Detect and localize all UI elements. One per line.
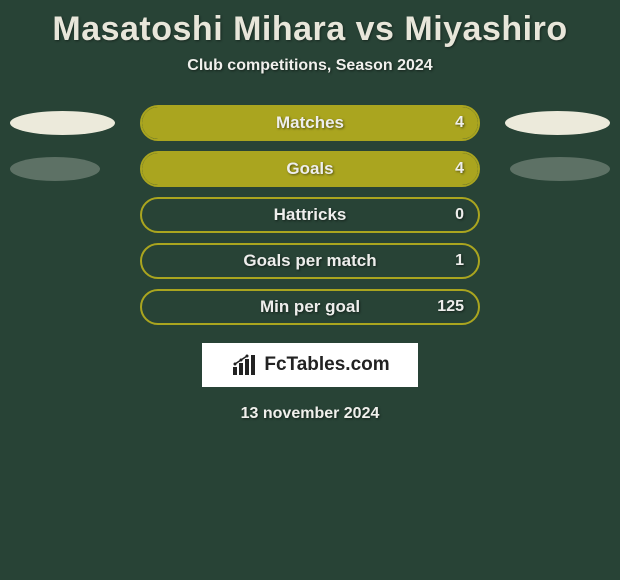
stat-label: Goals — [286, 159, 333, 179]
player-left-oval — [10, 157, 100, 181]
stat-value: 0 — [455, 206, 464, 224]
stat-value: 4 — [455, 160, 464, 178]
stat-bar: Goals 4 — [140, 151, 480, 187]
date-line: 13 november 2024 — [0, 387, 620, 423]
stat-label: Min per goal — [260, 297, 360, 317]
stat-label: Goals per match — [243, 251, 376, 271]
player-left-oval — [10, 111, 115, 135]
stat-row: Goals per match 1 — [0, 243, 620, 279]
stat-row: Hattricks 0 — [0, 197, 620, 233]
chart-icon — [230, 353, 258, 377]
player-right-oval — [505, 111, 610, 135]
stats-rows: Matches 4 Goals 4 Hattricks 0 Goals per match 1… — [0, 105, 620, 325]
stat-value: 1 — [455, 252, 464, 270]
stat-row: Min per goal 125 — [0, 289, 620, 325]
stat-label: Matches — [276, 113, 344, 133]
stat-bar: Goals per match 1 — [140, 243, 480, 279]
stat-value: 4 — [455, 114, 464, 132]
stat-bar: Matches 4 — [140, 105, 480, 141]
player-right-oval — [510, 157, 610, 181]
stat-bar: Hattricks 0 — [140, 197, 480, 233]
main-container: Masatoshi Mihara vs Miyashiro Club compe… — [0, 0, 620, 423]
logo-box[interactable]: FcTables.com — [202, 343, 418, 387]
page-title: Masatoshi Mihara vs Miyashiro — [0, 8, 620, 57]
stat-row: Goals 4 — [0, 151, 620, 187]
stat-value: 125 — [437, 298, 464, 316]
subtitle: Club competitions, Season 2024 — [0, 57, 620, 105]
stat-label: Hattricks — [274, 205, 347, 225]
stat-bar: Min per goal 125 — [140, 289, 480, 325]
logo-text: FcTables.com — [264, 354, 389, 376]
stat-row: Matches 4 — [0, 105, 620, 141]
